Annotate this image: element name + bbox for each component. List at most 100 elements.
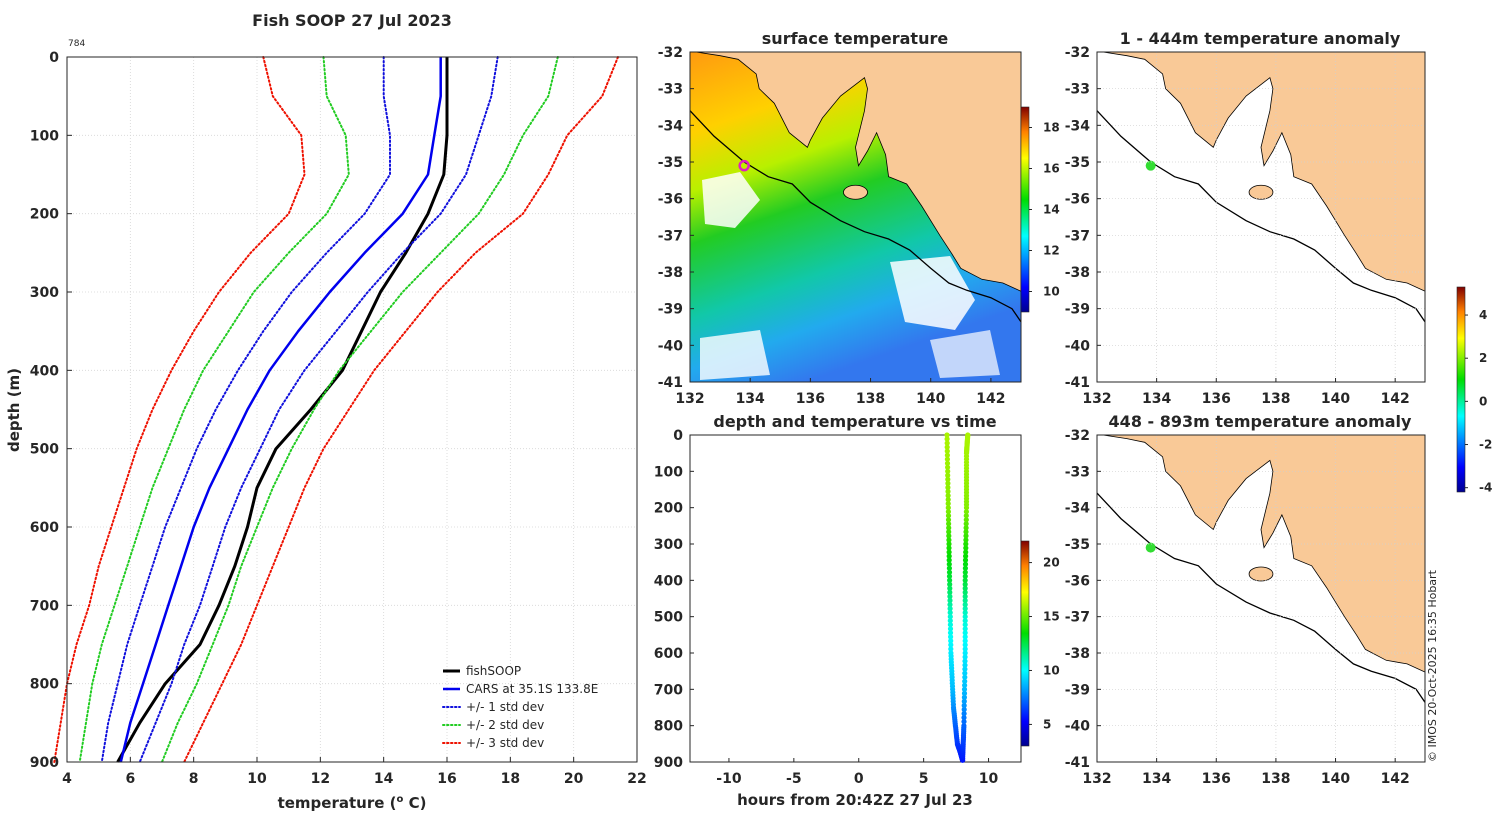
track-point bbox=[947, 589, 953, 596]
track-point bbox=[945, 476, 951, 482]
track-point bbox=[946, 561, 952, 567]
track-point bbox=[962, 565, 969, 571]
surface-colorbar bbox=[1020, 106, 1030, 313]
track-point bbox=[944, 456, 951, 462]
y-tick-label: 300 bbox=[654, 537, 683, 553]
y-tick-label: 900 bbox=[654, 755, 683, 771]
track-point bbox=[963, 541, 969, 547]
legend-label: +/- 1 std dev bbox=[466, 700, 544, 714]
shelf-contour bbox=[1097, 492, 1425, 704]
track-point bbox=[962, 602, 968, 608]
island bbox=[843, 184, 868, 200]
y-tick-label: 500 bbox=[654, 610, 683, 626]
track-point bbox=[962, 614, 968, 620]
track-point bbox=[944, 440, 950, 446]
y-tick-label: -37 bbox=[1065, 228, 1090, 244]
surface-map bbox=[690, 52, 1021, 382]
colorbar-tick-label: 15 bbox=[1043, 610, 1060, 624]
colorbar-tick-label: 10 bbox=[1043, 663, 1060, 677]
colorbar-tick-label: 4 bbox=[1479, 308, 1487, 322]
y-tick-label: 0 bbox=[49, 50, 59, 66]
track-point bbox=[946, 521, 952, 527]
anomaly-lower-panel: 448 - 893m temperature anomaly 132 134 136… bbox=[1065, 286, 1492, 787]
profile-corner-label: 784 bbox=[68, 39, 85, 49]
x-tick-label: -10 bbox=[716, 771, 742, 787]
track-point bbox=[962, 674, 968, 680]
profile-x-ticks: 4 6 8 10 12 14 16 18 20 22 bbox=[62, 757, 647, 787]
track-point bbox=[962, 666, 968, 672]
track-point bbox=[946, 529, 952, 535]
x-tick-label: 16 bbox=[437, 771, 456, 787]
cloud-gap bbox=[930, 330, 1000, 378]
track-point bbox=[962, 557, 969, 563]
land bbox=[1097, 52, 1425, 292]
land bbox=[690, 52, 1021, 292]
track-point bbox=[961, 686, 968, 692]
colorbar-tick-label: 10 bbox=[1043, 285, 1060, 299]
y-tick-label: -38 bbox=[658, 265, 683, 281]
anomaly-upper-axes-box bbox=[1096, 51, 1426, 383]
track-point bbox=[962, 654, 968, 660]
legend-label: +/- 2 std dev bbox=[466, 718, 544, 732]
y-tick-label: -33 bbox=[1065, 464, 1090, 480]
track-point bbox=[948, 646, 954, 652]
x-tick-label: 132 bbox=[675, 391, 704, 407]
x-tick-label: 140 bbox=[916, 391, 945, 407]
profile-axes-box bbox=[66, 56, 638, 763]
surface-x-ticks: 132 134 136 138 140 142 bbox=[675, 378, 1006, 407]
y-tick-label: -32 bbox=[658, 45, 683, 61]
track-point bbox=[963, 517, 969, 523]
x-tick-label: 136 bbox=[1202, 771, 1231, 787]
track-point bbox=[947, 585, 953, 592]
colorbar-tick-label: -2 bbox=[1479, 438, 1492, 452]
track-point bbox=[947, 581, 953, 588]
anomaly-upper-map bbox=[1097, 52, 1425, 382]
x-tick-label: 142 bbox=[976, 391, 1005, 407]
copyright-note: © IMOS 20-Oct-2025 16:35 Hobart bbox=[1426, 569, 1439, 762]
temperature-profile-panel: Fish SOOP 27 Jul 2023 784 4 6 8 10 12 14 16 18 2… bbox=[5, 11, 647, 812]
y-tick-label: -32 bbox=[1065, 45, 1090, 61]
track-point bbox=[961, 723, 967, 729]
y-tick-label: -38 bbox=[1065, 646, 1090, 662]
colorbar-tick-label: 16 bbox=[1043, 162, 1060, 176]
track-point bbox=[962, 577, 968, 583]
track-point bbox=[946, 557, 952, 563]
track-point bbox=[944, 448, 950, 454]
series-line bbox=[53, 56, 306, 763]
profile-location-marker bbox=[1145, 542, 1156, 553]
track-point bbox=[962, 561, 969, 567]
x-tick-label: 136 bbox=[1202, 391, 1231, 407]
surface-temperature-panel: surface temperature 132 134 136 138 140 142 -… bbox=[658, 29, 1060, 407]
track-point bbox=[945, 468, 951, 474]
x-tick-label: 136 bbox=[796, 391, 825, 407]
colorbar-tick-label: 20 bbox=[1043, 556, 1060, 570]
track-point bbox=[945, 493, 951, 499]
track-point bbox=[946, 533, 952, 539]
shelf-contour bbox=[690, 110, 1021, 324]
y-tick-label: -35 bbox=[1065, 155, 1090, 171]
track-point bbox=[946, 537, 952, 543]
track-point bbox=[947, 622, 954, 628]
track-point bbox=[963, 525, 969, 531]
profile-location-marker bbox=[738, 159, 750, 172]
y-tick-label: -33 bbox=[658, 82, 683, 98]
track-point bbox=[962, 606, 968, 612]
y-tick-label: -41 bbox=[1065, 375, 1090, 391]
track-point bbox=[947, 614, 953, 620]
cloud-gap bbox=[702, 172, 760, 228]
x-tick-label: 134 bbox=[736, 391, 765, 407]
track-point bbox=[945, 509, 952, 515]
y-tick-label: -40 bbox=[1065, 719, 1091, 735]
x-tick-label: 132 bbox=[1082, 391, 1111, 407]
legend-label: +/- 3 std dev bbox=[466, 736, 544, 750]
y-tick-label: -34 bbox=[658, 118, 684, 134]
surface-y-ticks: -32 -33 -34 -35 -36 -37 -38 -39 -40 -41 bbox=[658, 45, 694, 391]
profile-location-marker bbox=[1145, 160, 1156, 171]
track-point bbox=[962, 630, 968, 636]
track-point bbox=[962, 597, 968, 604]
x-tick-label: 5 bbox=[919, 771, 929, 787]
track-point bbox=[946, 545, 952, 551]
track-point bbox=[946, 569, 953, 575]
x-tick-label: 12 bbox=[311, 771, 330, 787]
track-point bbox=[962, 658, 968, 664]
